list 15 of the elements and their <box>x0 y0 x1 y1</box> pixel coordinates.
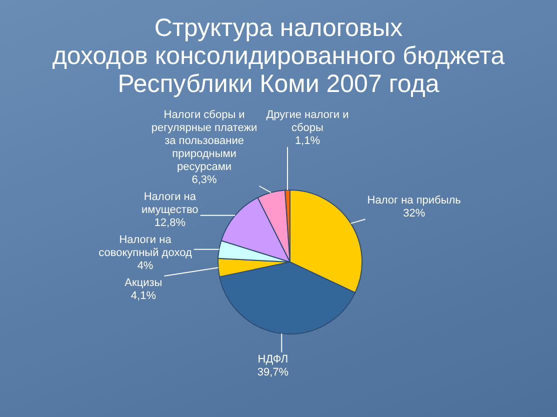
data-label: 12,8% <box>154 217 186 229</box>
slice-label: НДФЛ <box>258 353 288 366</box>
slice-label: Акцизы <box>124 277 162 289</box>
slice-label: Налог на прибыль <box>367 194 462 206</box>
data-label: 4% <box>137 260 154 272</box>
data-label: 6,3% <box>192 174 218 186</box>
slice-label: Налоги на имущество <box>142 191 198 216</box>
slice-label: Другие налоги и сборы <box>266 109 349 134</box>
data-label: 1,1% <box>294 135 320 147</box>
slice-label: Налоги сборы и регулярные платежи за пользование природными ресурсами <box>151 109 258 173</box>
data-label: 4,1% <box>130 290 156 302</box>
chart-title: Структура налоговых доходов консолидированного бюджета Республики Коми 2007 года <box>52 14 505 98</box>
data-label: 39,7% <box>257 366 289 378</box>
slice-label: Налоги на совокупный доход <box>98 234 192 259</box>
data-label: 32% <box>403 207 426 220</box>
